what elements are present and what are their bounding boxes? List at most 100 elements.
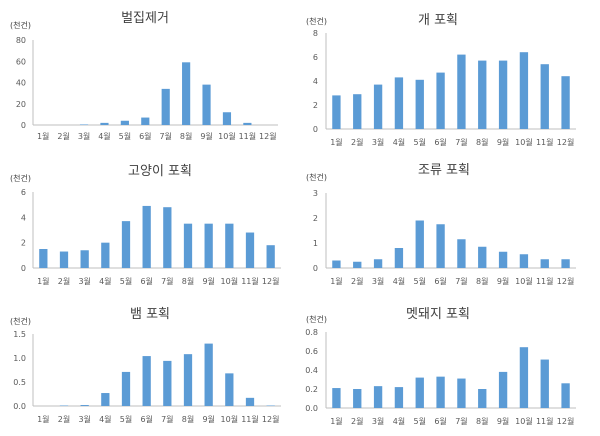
bar-5월 [415, 220, 424, 268]
x-tick-label: 8월 [180, 131, 192, 141]
bar-6월 [142, 205, 151, 268]
x-tick-label: 6월 [434, 416, 446, 426]
x-tick-label: 6월 [139, 131, 151, 141]
x-tick-label: 12월 [259, 131, 277, 141]
y-tick-label: 0.0 [305, 404, 318, 413]
x-tick-label: 4월 [99, 414, 111, 424]
bar-8월 [183, 223, 193, 268]
x-tick-label: 10월 [221, 276, 239, 286]
bar-9월 [204, 343, 213, 406]
bar-2월 [353, 94, 362, 129]
bar-4월 [394, 248, 404, 268]
y-tick-label: 0 [21, 121, 26, 130]
bar-8월 [478, 389, 487, 408]
bar-7월 [161, 88, 170, 125]
bar-12월 [561, 76, 570, 129]
y-tick-label: 0.6 [305, 347, 318, 356]
x-tick-label: 6월 [140, 276, 152, 286]
bar-11월 [245, 397, 255, 406]
bar-5월 [121, 371, 131, 406]
x-tick-label: 6월 [434, 276, 446, 286]
y-tick-label: 0 [313, 264, 318, 273]
x-tick-label: 3월 [372, 276, 384, 286]
chart-title: 고양이 포획 [128, 164, 192, 179]
bar-10월 [225, 373, 234, 406]
y-tick-label: 6 [21, 188, 26, 197]
bar-11월 [245, 232, 255, 268]
x-tick-label: 1월 [37, 414, 49, 424]
x-tick-label: 9월 [497, 416, 509, 426]
bar-2월 [353, 389, 362, 408]
y-axis-unit-label: (천건) [10, 20, 31, 30]
y-tick-label: 1.5 [13, 330, 26, 339]
bar-11월 [540, 259, 549, 268]
y-tick-label: 4 [21, 213, 26, 222]
x-tick-label: 3월 [78, 276, 90, 286]
x-tick-label: 12월 [557, 416, 575, 426]
x-tick-label: 2월 [58, 276, 70, 286]
x-tick-label: 6월 [140, 414, 152, 424]
x-tick-label: 8월 [182, 276, 194, 286]
y-tick-label: 2 [313, 101, 318, 110]
x-tick-label: 2월 [351, 137, 363, 147]
bar-12월 [561, 383, 570, 408]
bar-7월 [457, 378, 466, 408]
bar-2월 [59, 251, 69, 268]
x-tick-label: 3월 [372, 416, 384, 426]
chart-title: 조류 포획 [418, 163, 470, 178]
bar-10월 [519, 254, 529, 268]
x-tick-label: 7월 [159, 131, 171, 141]
bar-4월 [101, 242, 110, 268]
x-tick-label: 12월 [262, 414, 280, 424]
x-tick-label: 5월 [120, 414, 132, 424]
bar-5월 [415, 79, 424, 129]
bar-9월 [498, 251, 508, 268]
bar-11월 [540, 359, 549, 408]
bar-3월 [80, 250, 89, 268]
bar-8월 [478, 60, 487, 129]
bar-1월 [332, 260, 341, 268]
chart-title: 개 포획 [418, 13, 458, 28]
x-tick-label: 5월 [414, 276, 426, 286]
bar-4월 [100, 122, 109, 125]
x-tick-label: 10월 [218, 131, 236, 141]
bar-9월 [498, 60, 508, 129]
bar-5월 [415, 377, 424, 408]
y-tick-label: 0 [21, 264, 26, 273]
bar-2월 [353, 261, 362, 268]
x-tick-label: 2월 [351, 416, 363, 426]
x-tick-label: 7월 [161, 414, 173, 424]
x-tick-label: 3월 [78, 131, 90, 141]
bar-10월 [222, 112, 232, 125]
x-tick-label: 3월 [78, 414, 90, 424]
y-axis-unit-label: (천건) [306, 314, 327, 324]
x-tick-label: 9월 [497, 276, 509, 286]
bar-1월 [332, 95, 341, 129]
x-tick-label: 10월 [515, 137, 533, 147]
bar-1월 [39, 249, 48, 268]
bar-11월 [243, 122, 252, 125]
y-tick-label: 0 [313, 125, 318, 134]
x-tick-label: 2월 [351, 276, 363, 286]
x-tick-label: 4월 [393, 276, 405, 286]
x-tick-label: 2월 [58, 414, 70, 424]
bar-7월 [457, 54, 466, 129]
bar-10월 [519, 52, 529, 130]
x-tick-label: 10월 [515, 416, 533, 426]
y-tick-label: 2 [21, 239, 26, 248]
chart-title: 뱀 포획 [130, 307, 170, 322]
bar-5월 [120, 120, 129, 125]
x-tick-label: 1월 [37, 131, 49, 141]
x-tick-label: 11월 [536, 416, 554, 426]
x-tick-label: 2월 [57, 131, 69, 141]
x-tick-label: 4월 [99, 276, 111, 286]
bar-6월 [436, 376, 445, 408]
x-tick-label: 4월 [98, 131, 110, 141]
y-tick-label: 0.4 [305, 366, 318, 375]
bar-6월 [141, 117, 150, 125]
x-tick-label: 8월 [476, 276, 488, 286]
x-tick-label: 9월 [497, 137, 509, 147]
bar-6월 [436, 72, 445, 129]
bar-3월 [373, 84, 383, 129]
x-tick-label: 7월 [455, 276, 467, 286]
